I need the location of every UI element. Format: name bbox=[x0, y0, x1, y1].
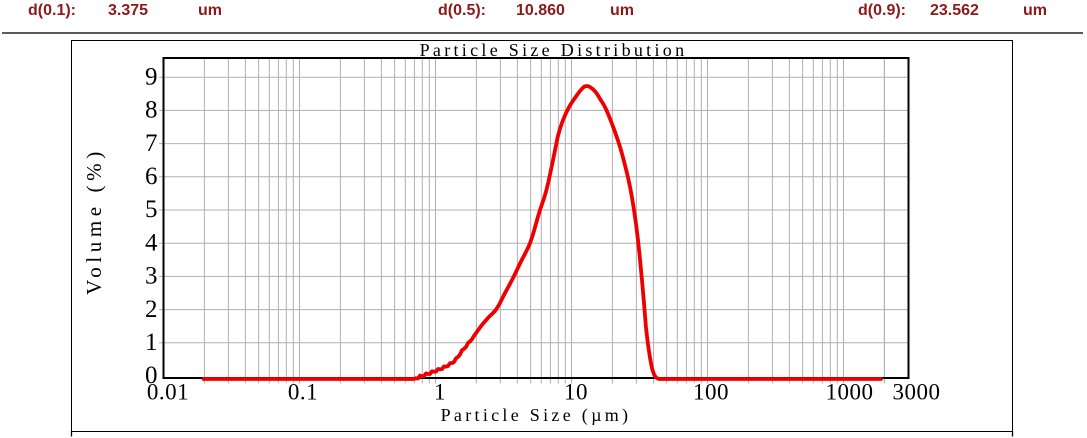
svg-text:4: 4 bbox=[145, 229, 158, 256]
svg-text:6: 6 bbox=[145, 163, 158, 190]
svg-text:0: 0 bbox=[145, 362, 158, 389]
svg-text:3: 3 bbox=[145, 263, 158, 290]
svg-text:9: 9 bbox=[145, 63, 158, 90]
svg-text:0.1: 0.1 bbox=[288, 380, 318, 405]
svg-text:1: 1 bbox=[434, 380, 446, 405]
svg-text:3000: 3000 bbox=[893, 380, 941, 405]
svg-text:1000: 1000 bbox=[826, 380, 874, 405]
svg-text:Particle Size Distribution: Particle Size Distribution bbox=[420, 40, 688, 60]
svg-text:2: 2 bbox=[145, 296, 158, 323]
svg-text:Volume (%): Volume (%) bbox=[82, 147, 106, 295]
svg-text:1: 1 bbox=[145, 329, 158, 356]
svg-text:8: 8 bbox=[145, 97, 158, 124]
svg-text:7: 7 bbox=[145, 130, 158, 157]
svg-text:10: 10 bbox=[564, 380, 588, 405]
svg-text:Particle Size (µm): Particle Size (µm) bbox=[441, 405, 632, 426]
svg-text:100: 100 bbox=[693, 380, 729, 405]
svg-text:0.01: 0.01 bbox=[147, 380, 189, 405]
svg-text:5: 5 bbox=[145, 196, 158, 223]
